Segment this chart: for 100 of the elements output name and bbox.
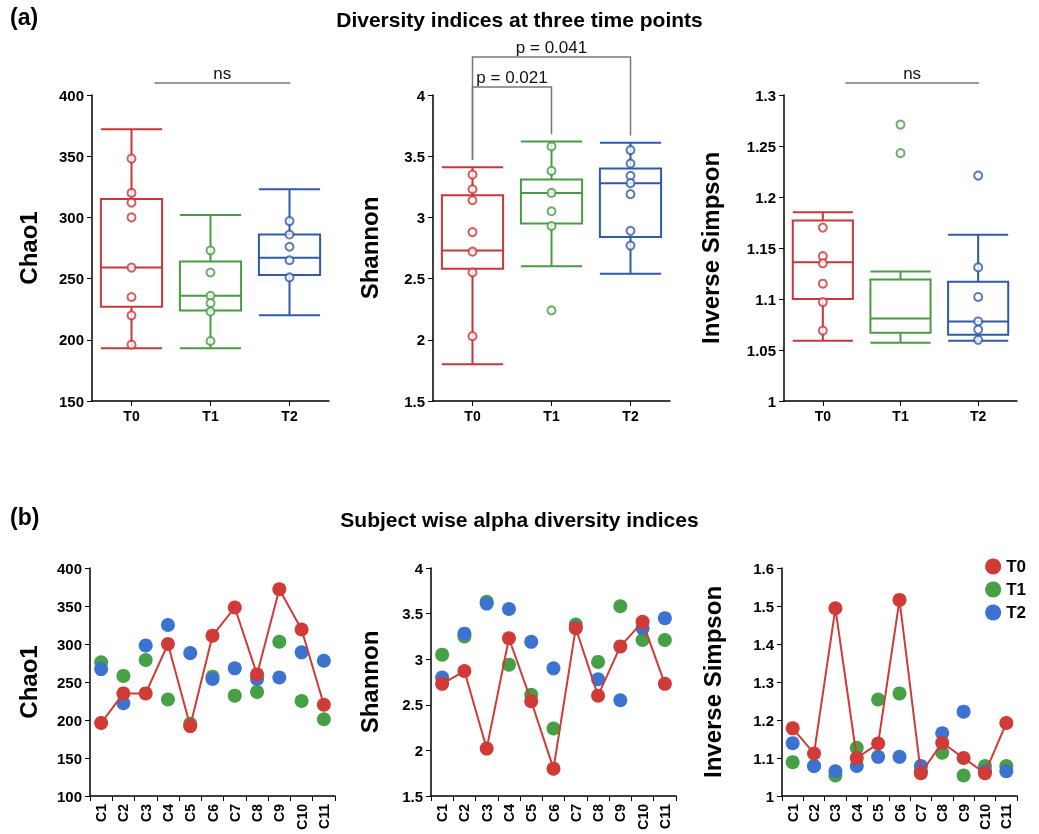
text: (a) xyxy=(10,4,39,31)
y-tick-label: 3.5 xyxy=(402,605,423,623)
x-tick-label: C1 xyxy=(93,803,110,822)
y-tick-label: 1.5 xyxy=(753,597,774,615)
y-tick-label: 350 xyxy=(58,147,84,165)
point xyxy=(956,768,971,783)
point xyxy=(457,664,472,679)
x-tick-label: C4 xyxy=(159,803,176,822)
point xyxy=(935,735,950,750)
point xyxy=(435,647,450,662)
x-tick-label: C2 xyxy=(806,803,823,822)
point xyxy=(227,661,242,676)
y-tick-label: 4 xyxy=(416,86,426,104)
chart-title: Subject wise alpha diversity indices xyxy=(339,508,700,532)
y-tick-label: 200 xyxy=(56,711,82,729)
x-tick-label: T0 xyxy=(464,408,481,424)
point xyxy=(591,688,606,703)
point xyxy=(524,694,539,709)
point xyxy=(316,712,331,727)
point xyxy=(546,661,561,676)
x-tick-label: C2 xyxy=(456,803,473,822)
y-tick-label: 1.2 xyxy=(753,711,774,729)
point xyxy=(316,653,331,668)
x-tick-label: C8 xyxy=(934,803,951,822)
x-tick-label: C7 xyxy=(226,803,243,822)
y-tick-label: 150 xyxy=(56,749,82,767)
point xyxy=(160,692,175,707)
x-tick-label: C6 xyxy=(545,803,562,822)
x-tick-label: C3 xyxy=(478,803,495,822)
y-tick-label: 1 xyxy=(765,787,774,805)
point xyxy=(828,601,843,616)
point xyxy=(94,662,109,677)
x-tick-label: C9 xyxy=(271,803,288,822)
x-tick-label: C3 xyxy=(827,803,844,822)
point xyxy=(316,697,331,712)
legend-label: T2 xyxy=(1006,603,1026,622)
x-tick-label: C5 xyxy=(870,803,887,822)
x-tick-label: C4 xyxy=(848,803,865,822)
y-tick-label: 1.3 xyxy=(753,673,774,691)
point xyxy=(272,634,287,649)
x-tick-label: T1 xyxy=(892,408,909,424)
point xyxy=(116,668,131,683)
y-tick-label: 2.5 xyxy=(404,270,425,288)
y-tick-label: 150 xyxy=(58,392,84,410)
y-tick-label: 2 xyxy=(416,331,425,349)
point xyxy=(956,704,971,719)
y-axis-title: Shannon xyxy=(355,196,383,300)
y-tick-label: 1.15 xyxy=(746,239,776,257)
y-tick-label: 1.05 xyxy=(746,341,776,359)
point xyxy=(613,599,628,614)
y-tick-label: 4 xyxy=(414,559,424,577)
y-tick-label: 200 xyxy=(58,331,84,349)
point xyxy=(138,686,153,701)
y-tick-label: 250 xyxy=(58,270,84,288)
point xyxy=(94,716,109,731)
point xyxy=(435,676,450,691)
point xyxy=(501,602,516,617)
y-tick-label: 3 xyxy=(416,208,425,226)
x-tick-label: C1 xyxy=(784,803,801,822)
x-tick-label: C11 xyxy=(656,803,673,829)
point xyxy=(828,764,843,779)
y-tick-label: 3.5 xyxy=(404,147,425,165)
x-tick-label: C3 xyxy=(137,803,154,822)
text: p = 0.021 xyxy=(476,68,548,87)
y-tick-label: 350 xyxy=(56,597,82,615)
x-tick-label: T0 xyxy=(123,408,140,424)
x-tick-label: C2 xyxy=(115,803,132,822)
point xyxy=(956,751,971,765)
point xyxy=(272,670,287,685)
x-tick-label: C6 xyxy=(891,803,908,822)
point xyxy=(501,631,516,646)
x-tick-label: C11 xyxy=(315,803,332,829)
y-tick-label: 300 xyxy=(56,635,82,653)
point xyxy=(227,600,242,615)
point xyxy=(250,684,265,699)
point xyxy=(657,611,672,626)
x-tick-label: C10 xyxy=(634,803,651,830)
point xyxy=(999,716,1014,731)
y-axis-title: Chao1 xyxy=(14,211,42,285)
x-tick-label: C6 xyxy=(204,803,221,822)
x-tick-label: T2 xyxy=(622,408,639,424)
y-axis-title: Inverse Simpson xyxy=(698,585,726,779)
y-tick-label: 1.5 xyxy=(404,392,425,410)
text: ns xyxy=(213,64,232,83)
y-tick-label: 1.1 xyxy=(755,290,776,308)
point xyxy=(613,639,628,654)
point xyxy=(613,693,628,708)
x-tick-label: T2 xyxy=(281,408,298,424)
y-tick-label: 100 xyxy=(56,787,82,805)
y-tick-label: 2.5 xyxy=(402,696,423,714)
x-tick-label: C11 xyxy=(998,803,1015,829)
x-tick-label: T1 xyxy=(202,408,219,424)
x-tick-label: C4 xyxy=(500,803,517,822)
x-tick-label: C9 xyxy=(955,803,972,822)
point xyxy=(183,646,198,661)
point xyxy=(160,618,175,632)
point xyxy=(479,741,494,756)
legend-label: T0 xyxy=(1006,557,1026,576)
y-axis-title: Chao1 xyxy=(14,645,42,719)
x-tick-label: C8 xyxy=(249,803,266,822)
